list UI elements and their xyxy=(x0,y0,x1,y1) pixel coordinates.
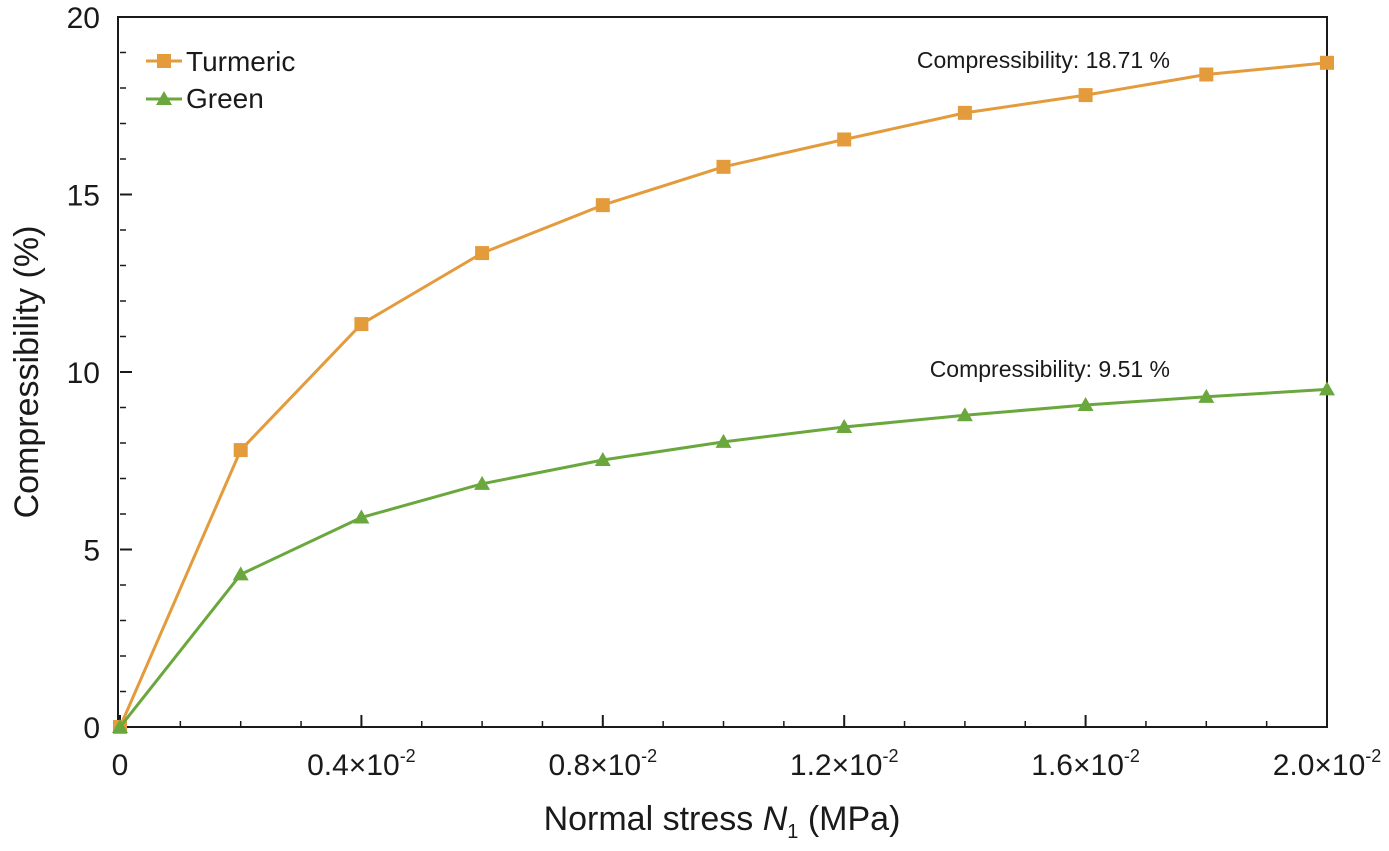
point-green-1 xyxy=(232,566,249,581)
plot-frame xyxy=(117,16,1328,728)
legend-item-green: Green xyxy=(146,83,264,114)
series-layer xyxy=(112,55,1335,734)
point-green-4 xyxy=(594,452,611,467)
x-tick-label-1: 0.4×10-2 xyxy=(307,746,416,782)
point-green-9 xyxy=(1198,388,1215,403)
annotation-turmeric: Compressibility: 18.71 % xyxy=(917,47,1170,73)
legend-label-green: Green xyxy=(186,83,264,114)
point-turmeric-4 xyxy=(595,198,610,213)
point-turmeric-5 xyxy=(716,159,731,174)
point-turmeric-6 xyxy=(837,132,852,147)
point-turmeric-3 xyxy=(475,246,490,261)
point-green-5 xyxy=(715,433,732,448)
legend-item-turmeric: Turmeric xyxy=(146,46,295,77)
y-tick-label-2: 10 xyxy=(67,357,100,390)
point-turmeric-2 xyxy=(354,317,369,332)
x-tick-label-0: 0 xyxy=(112,749,129,782)
point-turmeric-1 xyxy=(233,443,248,458)
legend-marker-green xyxy=(156,91,172,105)
annotation-green: Compressibility: 9.51 % xyxy=(930,356,1170,382)
point-green-10 xyxy=(1319,381,1335,396)
y-tick-label-3: 15 xyxy=(67,180,100,213)
point-turmeric-10 xyxy=(1320,55,1334,70)
point-green-8 xyxy=(1077,397,1094,412)
point-turmeric-8 xyxy=(1078,88,1093,103)
point-green-3 xyxy=(474,475,491,490)
point-green-7 xyxy=(956,407,973,422)
point-green-2 xyxy=(353,509,370,524)
x-tick-label-4: 1.6×10-2 xyxy=(1031,746,1140,782)
y-tick-label-1: 5 xyxy=(83,535,100,568)
legend-label-turmeric: Turmeric xyxy=(186,46,295,77)
point-green-0 xyxy=(112,719,128,733)
point-turmeric-7 xyxy=(957,105,972,120)
axis-ticks: 0 0.4×10-2 0.8×10-2 1.2×10-2 1.6×10-2 2.0×10-… xyxy=(67,2,1382,782)
y-axis-title: Compressibility (%) xyxy=(8,226,46,519)
y-tick-label-4: 20 xyxy=(67,2,100,35)
x-tick-label-2: 0.8×10-2 xyxy=(548,746,657,782)
legend-marker-turmeric xyxy=(157,54,171,68)
point-green-6 xyxy=(836,419,853,434)
x-axis-title: Normal stress N1 (MPa) xyxy=(544,800,901,843)
point-turmeric-9 xyxy=(1199,67,1214,82)
x-tick-label-5: 2.0×10-2 xyxy=(1273,746,1382,782)
y-tick-label-0: 0 xyxy=(83,712,100,745)
legend: Turmeric Green xyxy=(146,46,295,114)
x-tick-label-3: 1.2×10-2 xyxy=(790,746,899,782)
